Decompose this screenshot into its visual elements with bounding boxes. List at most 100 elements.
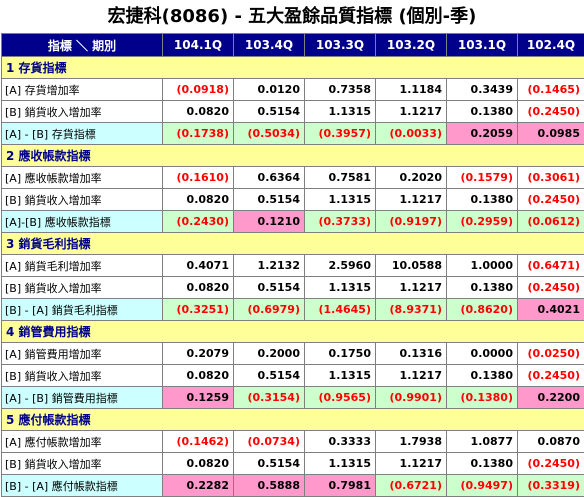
- value-cell: (0.6471): [518, 255, 584, 277]
- value-cell: 0.3439: [447, 79, 518, 101]
- row-label: [A]-[B] 應收帳款指標: [2, 211, 163, 233]
- value-cell: 0.4071: [163, 255, 234, 277]
- value-cell: (0.2450): [518, 277, 584, 299]
- value-cell: 0.0820: [163, 453, 234, 475]
- value-cell: 0.5154: [234, 101, 305, 123]
- row-label: [A] 應付帳款增加率: [2, 431, 163, 453]
- section-header-row: 5 應付帳款指標: [2, 409, 584, 431]
- value-cell: 0.5154: [234, 277, 305, 299]
- value-cell: 2.5960: [305, 255, 376, 277]
- period-header: 103.2Q: [376, 34, 447, 57]
- value-cell: (0.6721): [376, 475, 447, 497]
- value-cell: 1.2132: [234, 255, 305, 277]
- value-cell: 0.1380: [447, 189, 518, 211]
- period-header: 102.4Q: [518, 34, 584, 57]
- value-cell: 0.0870: [518, 431, 584, 453]
- value-cell: 1.1315: [305, 189, 376, 211]
- row-label: [A] 存貨增加率: [2, 79, 163, 101]
- value-cell: (0.0918): [163, 79, 234, 101]
- value-cell: 1.1217: [376, 189, 447, 211]
- value-cell: 0.5888: [234, 475, 305, 497]
- value-cell: 1.0877: [447, 431, 518, 453]
- value-cell: (8.9371): [376, 299, 447, 321]
- value-cell: (0.5034): [234, 123, 305, 145]
- section-header-row: 3 銷貨毛利指標: [2, 233, 584, 255]
- value-cell: (0.1738): [163, 123, 234, 145]
- value-cell: 1.1315: [305, 365, 376, 387]
- value-cell: 0.0120: [234, 79, 305, 101]
- indicator-row: [A] - [B] 存貨指標(0.1738)(0.5034)(0.3957)(0…: [2, 123, 584, 145]
- value-cell: (0.3251): [163, 299, 234, 321]
- value-cell: (0.2450): [518, 101, 584, 123]
- value-cell: 0.4021: [518, 299, 584, 321]
- value-cell: (0.2450): [518, 365, 584, 387]
- value-cell: (0.1380): [447, 387, 518, 409]
- row-label: [A] 銷貨毛利增加率: [2, 255, 163, 277]
- value-cell: (0.0734): [234, 431, 305, 453]
- period-header: 104.1Q: [163, 34, 234, 57]
- value-cell: (0.9565): [305, 387, 376, 409]
- section-header-row: 2 應收帳款指標: [2, 145, 584, 167]
- value-cell: (0.9197): [376, 211, 447, 233]
- value-cell: (0.9497): [447, 475, 518, 497]
- indicator-row: [A]-[B] 應收帳款指標(0.2430)0.1210(0.3733)(0.9…: [2, 211, 584, 233]
- header-label-cell: 指標 ＼ 期別: [2, 34, 163, 57]
- value-cell: (0.6979): [234, 299, 305, 321]
- value-cell: 0.7981: [305, 475, 376, 497]
- value-cell: (0.3319): [518, 475, 584, 497]
- page-title: 宏捷科(8086) - 五大盈餘品質指標 (個別-季): [0, 0, 584, 33]
- value-cell: (0.9901): [376, 387, 447, 409]
- earnings-quality-table: 指標 ＼ 期別 104.1Q 103.4Q 103.3Q 103.2Q 103.…: [1, 33, 584, 497]
- period-header: 103.4Q: [234, 34, 305, 57]
- value-cell: 10.0588: [376, 255, 447, 277]
- value-cell: (0.2450): [518, 189, 584, 211]
- value-cell: (0.3957): [305, 123, 376, 145]
- value-cell: (0.0612): [518, 211, 584, 233]
- value-cell: 0.5154: [234, 453, 305, 475]
- value-cell: 0.0820: [163, 189, 234, 211]
- section-title: 3 銷貨毛利指標: [2, 233, 584, 255]
- value-cell: (0.2959): [447, 211, 518, 233]
- value-cell: 0.2200: [518, 387, 584, 409]
- section-header-row: 4 銷管費用指標: [2, 321, 584, 343]
- value-cell: 1.1315: [305, 101, 376, 123]
- value-cell: 0.2000: [234, 343, 305, 365]
- row-label: [A] - [B] 存貨指標: [2, 123, 163, 145]
- value-cell: 0.1316: [376, 343, 447, 365]
- section-title: 1 存貨指標: [2, 57, 584, 79]
- row-label: [B] - [A] 應付帳款指標: [2, 475, 163, 497]
- value-cell: 0.6364: [234, 167, 305, 189]
- value-cell: 1.1217: [376, 453, 447, 475]
- section-title: 5 應付帳款指標: [2, 409, 584, 431]
- value-cell: (0.1579): [447, 167, 518, 189]
- value-cell: 0.2282: [163, 475, 234, 497]
- row-label: [B] 銷貨收入增加率: [2, 365, 163, 387]
- row-label: [A] 應收帳款增加率: [2, 167, 163, 189]
- value-cell: 1.1217: [376, 277, 447, 299]
- value-cell: 0.7581: [305, 167, 376, 189]
- value-cell: 0.3333: [305, 431, 376, 453]
- row-label: [B] 銷貨收入增加率: [2, 277, 163, 299]
- value-cell: 1.1184: [376, 79, 447, 101]
- value-cell: (0.2450): [518, 453, 584, 475]
- value-cell: 1.1217: [376, 101, 447, 123]
- value-cell: 0.5154: [234, 189, 305, 211]
- header-row: 指標 ＼ 期別 104.1Q 103.4Q 103.3Q 103.2Q 103.…: [2, 34, 584, 57]
- value-cell: 0.1380: [447, 277, 518, 299]
- section-title: 2 應收帳款指標: [2, 145, 584, 167]
- value-cell: 1.1315: [305, 453, 376, 475]
- section-title: 4 銷管費用指標: [2, 321, 584, 343]
- value-cell: (0.1465): [518, 79, 584, 101]
- value-cell: 0.1210: [234, 211, 305, 233]
- value-cell: 0.1259: [163, 387, 234, 409]
- value-cell: 0.2059: [447, 123, 518, 145]
- period-header: 103.1Q: [447, 34, 518, 57]
